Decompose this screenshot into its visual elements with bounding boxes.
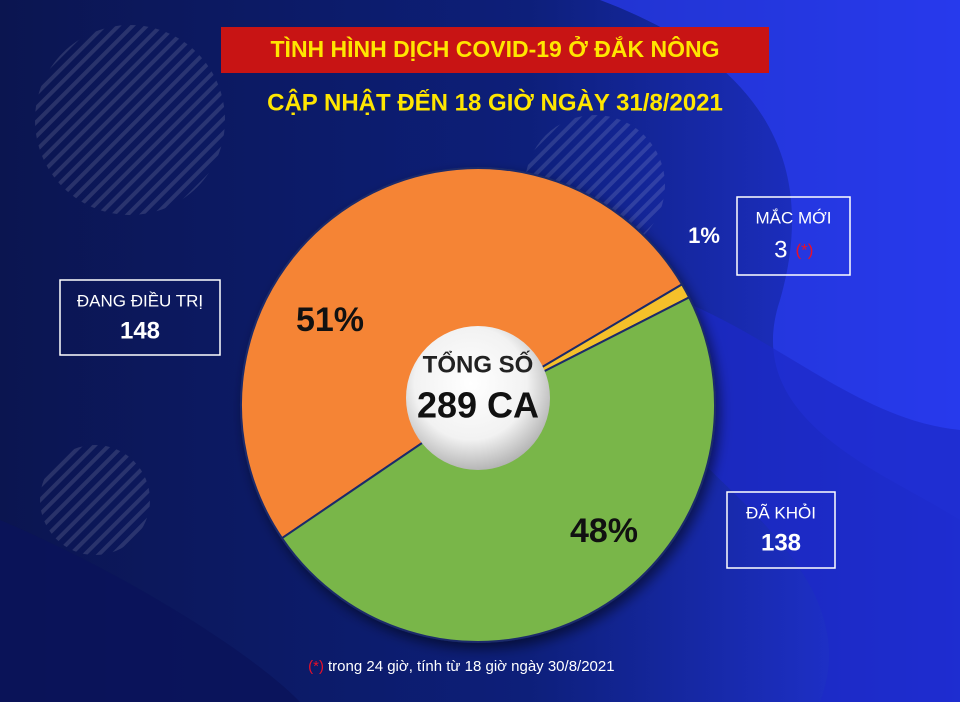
info-box-name: ĐANG ĐIỀU TRỊ: [77, 291, 203, 310]
pie-slice: [280, 296, 716, 644]
bg-striped-circle: [40, 445, 150, 555]
title-banner: [221, 27, 769, 73]
center-value: 289 CA: [417, 385, 539, 426]
subtitle: CẬP NHẬT ĐẾN 18 GIỜ NGÀY 31/8/2021: [267, 88, 723, 116]
info-box-count: 148: [120, 317, 160, 344]
title: TÌNH HÌNH DỊCH COVID-19 Ở ĐẮK NÔNG: [271, 34, 720, 62]
footnote: trong 24 giờ, tính từ 18 giờ ngày 30/8/2…: [328, 658, 615, 675]
info-box-count: 3: [774, 236, 787, 263]
info-box: [59, 279, 221, 356]
center-hole: [406, 326, 550, 470]
bg-wave: [0, 520, 300, 702]
info-box: [736, 196, 851, 276]
info-box-count: 138: [761, 529, 801, 556]
value-label: 51%: [296, 301, 364, 339]
info-box-marker: (*): [796, 240, 814, 259]
info-box: [726, 491, 836, 569]
labels: 51% 1% 48% ĐANG ĐIỀU TRỊ 148 MẮC MỚI 3 (*) ĐÃ KH…: [59, 196, 851, 569]
value-label: 1%: [688, 223, 720, 248]
bg-striped-circle: [35, 25, 225, 215]
info-box-name: MẮC MỚI: [756, 208, 832, 227]
value-label: 48%: [570, 512, 638, 550]
bg-wave: [680, 300, 960, 702]
center-label: TỔNG SỐ: [423, 350, 534, 378]
footnote-marker: (*): [308, 658, 324, 675]
bg-wave: [600, 0, 960, 520]
info-box-name: ĐÃ KHỎI: [746, 503, 816, 522]
